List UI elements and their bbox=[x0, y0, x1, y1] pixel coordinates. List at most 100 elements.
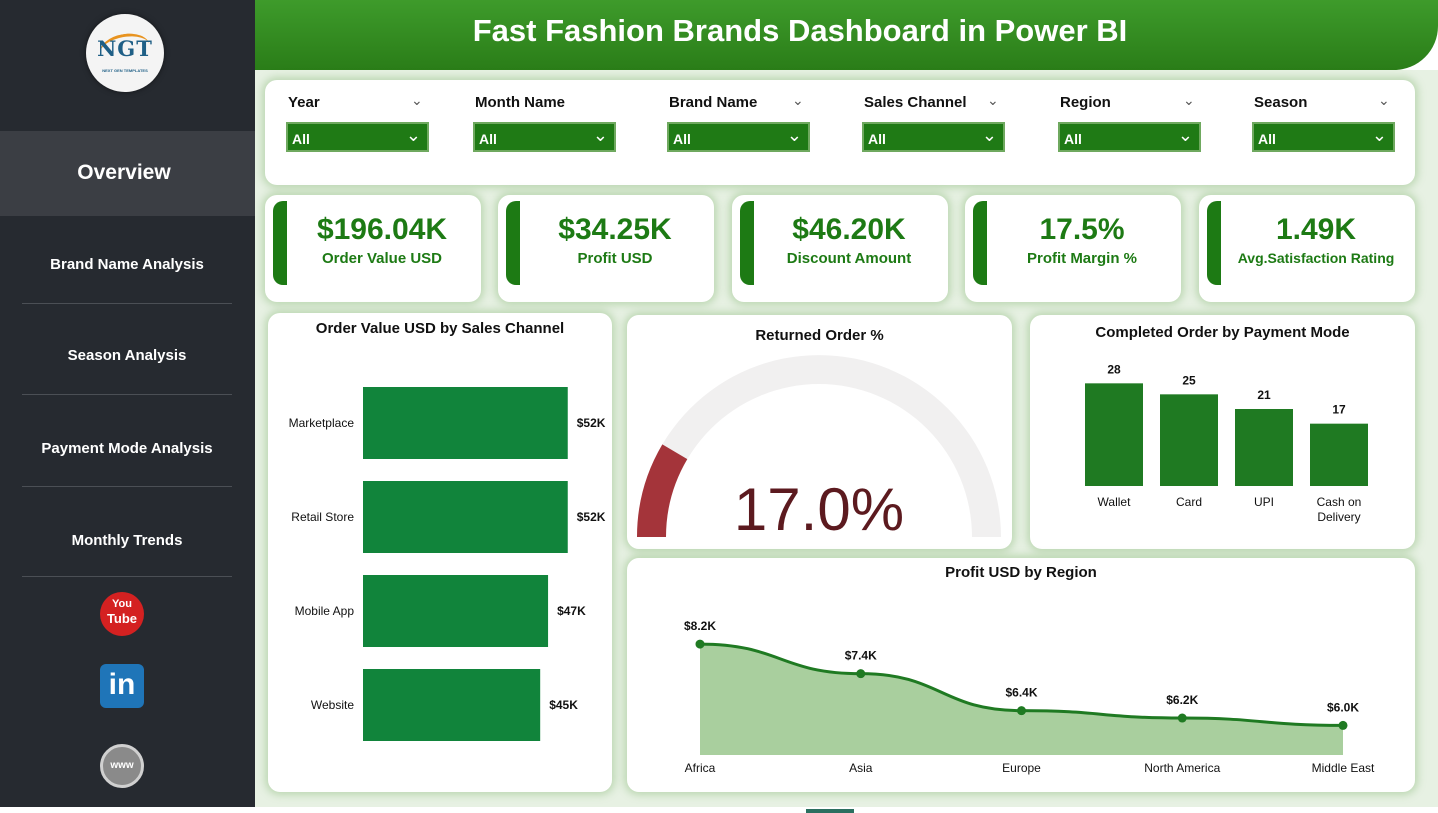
data-label: $6.4K bbox=[1005, 686, 1037, 700]
chevron-down-icon[interactable]: ⌄ bbox=[987, 92, 999, 108]
filter-panel: Year ⌄ All ⌄ Month Name All ⌄ Brand Name… bbox=[265, 80, 1415, 185]
bar bbox=[1310, 423, 1368, 486]
nav-item-label: Brand Name Analysis bbox=[50, 256, 204, 273]
ngt-logo[interactable]: NGT NEXT GEN TEMPLATES bbox=[86, 14, 164, 92]
slicer-value: All bbox=[292, 131, 310, 147]
youtube-icon[interactable]: You Tube bbox=[100, 592, 144, 636]
category-label: Marketplace bbox=[289, 416, 355, 430]
slicer-dropdown[interactable]: All ⌄ bbox=[1058, 122, 1201, 152]
nav-item-label: Payment Mode Analysis bbox=[41, 440, 213, 457]
slicer-label: Sales Channel bbox=[864, 94, 967, 111]
data-label: 17 bbox=[1332, 403, 1346, 417]
bar bbox=[1235, 409, 1293, 486]
category-label: Middle East bbox=[1312, 761, 1375, 775]
gauge-track bbox=[637, 355, 1001, 537]
kpi-card-satisfaction[interactable]: 1.49K Avg.Satisfaction Rating bbox=[1199, 195, 1415, 302]
sidebar: NGT NEXT GEN TEMPLATES Overview Brand Na… bbox=[0, 0, 255, 807]
bar bbox=[363, 481, 568, 553]
linkedin-icon-text: in bbox=[108, 668, 136, 701]
category-label: Wallet bbox=[1098, 495, 1132, 509]
active-page-tab[interactable] bbox=[806, 809, 854, 813]
kpi-card-profit-margin[interactable]: 17.5% Profit Margin % bbox=[965, 195, 1181, 302]
gauge-value-label: 17.0% bbox=[734, 476, 904, 543]
series-line bbox=[699, 642, 1344, 727]
data-point bbox=[1017, 706, 1026, 716]
logo-subtext: NEXT GEN TEMPLATES bbox=[102, 68, 148, 73]
chart-completed-order-by-payment[interactable]: Completed Order by Payment Mode 28 Wallet… bbox=[1030, 315, 1415, 549]
chevron-down-icon: ⌄ bbox=[981, 125, 997, 145]
nav-item-overview[interactable]: Overview bbox=[0, 131, 255, 216]
youtube-icon-text-top: You bbox=[112, 598, 132, 610]
slicer-label: Season bbox=[1254, 94, 1308, 111]
chevron-down-icon[interactable]: ⌄ bbox=[1183, 92, 1195, 108]
nav-item-payment-mode-analysis[interactable]: Payment Mode Analysis bbox=[22, 440, 232, 530]
category-label: UPI bbox=[1254, 495, 1274, 509]
area-fill bbox=[700, 644, 1343, 755]
kpi-label: Profit USD bbox=[577, 250, 653, 267]
youtube-icon-text-bottom: Tube bbox=[106, 611, 138, 626]
data-label: $52K bbox=[577, 510, 606, 524]
chart-order-value-by-channel[interactable]: Order Value USD by Sales Channel Marketp… bbox=[268, 313, 612, 792]
data-label: 21 bbox=[1257, 388, 1271, 402]
data-label: 28 bbox=[1107, 362, 1121, 376]
category-label: Retail Store bbox=[291, 510, 354, 524]
nav-item-label: Season Analysis bbox=[67, 347, 187, 364]
kpi-label: Profit Margin % bbox=[1026, 250, 1137, 267]
kpi-value: $46.20K bbox=[792, 213, 906, 246]
chart-profit-by-region[interactable]: Profit USD by Region $8.2K Africa $7.4K Asi… bbox=[627, 558, 1415, 792]
gauge-fill bbox=[637, 444, 688, 537]
category-label: North America bbox=[1144, 761, 1220, 775]
chevron-down-icon[interactable]: ⌄ bbox=[792, 92, 804, 108]
kpi-card-order-value[interactable]: $196.04K Order Value USD bbox=[265, 195, 481, 302]
hbar-chart-svg: Marketplace $52K Retail Store $52K Mobile Ap… bbox=[289, 387, 606, 741]
category-label: Africa bbox=[685, 761, 716, 775]
data-point bbox=[1338, 720, 1348, 730]
page-title: Fast Fashion Brands Dashboard in Power B… bbox=[472, 13, 1128, 48]
nav-item-season-analysis[interactable]: Season Analysis bbox=[22, 347, 232, 437]
kpi-label: Discount Amount bbox=[786, 250, 912, 267]
slicer-dropdown[interactable]: All ⌄ bbox=[286, 122, 429, 152]
nav-divider bbox=[22, 576, 232, 577]
slicer-dropdown[interactable]: All ⌄ bbox=[1252, 122, 1395, 152]
website-globe-icon[interactable]: www bbox=[100, 744, 144, 788]
kpi-value: $196.04K bbox=[316, 213, 448, 246]
chart-title: Profit USD by Region bbox=[945, 564, 1097, 581]
data-label: $8.2K bbox=[684, 619, 716, 633]
linkedin-icon[interactable]: in bbox=[100, 664, 144, 708]
nav-item-monthly-trends[interactable]: Monthly Trends bbox=[22, 532, 232, 622]
logo-text: NGT bbox=[97, 36, 153, 61]
slicer-value: All bbox=[673, 131, 691, 147]
slicer-dropdown[interactable]: All ⌄ bbox=[862, 122, 1005, 152]
kpi-card-profit[interactable]: $34.25K Profit USD bbox=[498, 195, 714, 302]
kpi-accent-bar bbox=[973, 201, 987, 285]
page-tab-strip bbox=[0, 807, 1438, 813]
kpi-accent-bar bbox=[740, 201, 754, 285]
bar bbox=[363, 575, 549, 647]
slicer-dropdown[interactable]: All ⌄ bbox=[473, 122, 616, 152]
slicer-dropdown[interactable]: All ⌄ bbox=[667, 122, 810, 152]
kpi-value: 17.5% bbox=[1039, 213, 1125, 246]
chart-returned-order-gauge[interactable]: Returned Order % 17.0% bbox=[627, 315, 1012, 549]
nav-item-label: Monthly Trends bbox=[71, 532, 183, 549]
area-chart-svg: $8.2K Africa $7.4K Asia $6.4K Europe $6.2K Nort… bbox=[684, 619, 1375, 775]
nav-item-overview-label: Overview bbox=[77, 161, 171, 184]
chevron-down-icon: ⌄ bbox=[1371, 125, 1387, 145]
chevron-down-icon[interactable]: ⌄ bbox=[1378, 92, 1390, 108]
kpi-value: $34.25K bbox=[558, 213, 672, 246]
slicer-label: Brand Name bbox=[669, 94, 758, 111]
kpi-card-discount[interactable]: $46.20K Discount Amount bbox=[732, 195, 948, 302]
category-label: Asia bbox=[849, 761, 873, 775]
bar bbox=[1160, 394, 1218, 486]
nav-item-brand-name-analysis[interactable]: Brand Name Analysis bbox=[22, 256, 232, 346]
bar bbox=[1085, 383, 1143, 486]
kpi-label: Order Value USD bbox=[321, 250, 443, 267]
data-label: $7.4K bbox=[845, 649, 877, 663]
nav-divider bbox=[22, 486, 232, 487]
slicer-value: All bbox=[479, 131, 497, 147]
chevron-down-icon[interactable]: ⌄ bbox=[411, 92, 423, 108]
data-label: $6.0K bbox=[1327, 700, 1359, 714]
website-icon-text: www bbox=[110, 760, 134, 771]
kpi-accent-bar bbox=[1207, 201, 1221, 285]
category-label: Website bbox=[311, 698, 354, 712]
